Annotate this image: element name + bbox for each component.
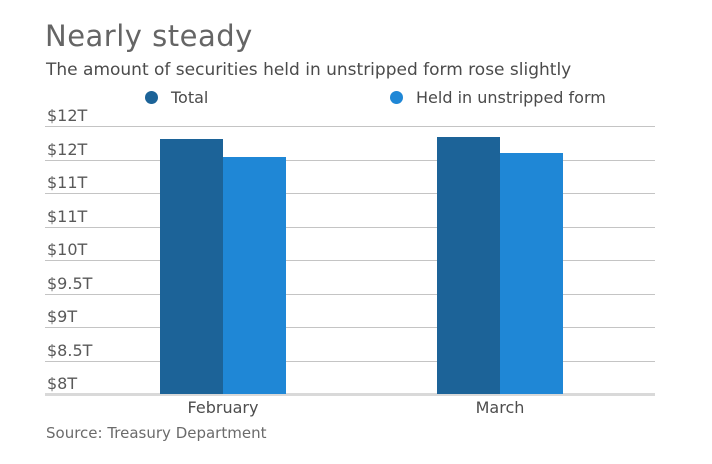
legend-marker-circle-icon bbox=[390, 90, 403, 104]
chart-title: Nearly steady bbox=[45, 19, 253, 53]
gridline bbox=[45, 327, 655, 328]
bar-held-in-unstripped-form-february[interactable] bbox=[223, 157, 286, 394]
legend-item-total[interactable]: Total bbox=[145, 87, 209, 107]
legend-item-held-in-unstripped-form[interactable]: Held in unstripped form bbox=[390, 87, 606, 107]
gridline bbox=[45, 160, 655, 161]
gridline bbox=[45, 227, 655, 228]
bar-total-february[interactable] bbox=[160, 139, 223, 394]
gridline bbox=[45, 294, 655, 295]
bar-total-march[interactable] bbox=[437, 137, 500, 394]
gridline bbox=[45, 260, 655, 261]
gridline bbox=[45, 126, 655, 127]
legend-label: Total bbox=[171, 87, 209, 107]
y-axis-tick-label: $9.5T bbox=[47, 274, 93, 293]
chart-legend: Total Held in unstripped form bbox=[0, 87, 712, 107]
y-axis-tick-label: $12T bbox=[47, 106, 88, 125]
x-axis-category-label: February bbox=[187, 398, 259, 417]
y-axis-tick-label: $8.5T bbox=[47, 341, 93, 360]
source-attribution: Source: Treasury Department bbox=[46, 424, 267, 442]
x-axis-line bbox=[45, 393, 655, 396]
y-axis-tick-label: $10T bbox=[47, 240, 88, 259]
x-axis-category-label: March bbox=[475, 398, 525, 417]
legend-label: Held in unstripped form bbox=[416, 87, 606, 107]
y-axis-tick-label: $11T bbox=[47, 207, 88, 226]
legend-marker-circle-icon bbox=[145, 90, 158, 104]
y-axis-tick-label: $9T bbox=[47, 307, 78, 326]
bar-held-in-unstripped-form-march[interactable] bbox=[500, 153, 563, 394]
y-axis-tick-label: $12T bbox=[47, 140, 88, 159]
gridline bbox=[45, 361, 655, 362]
gridline bbox=[45, 193, 655, 194]
y-axis-tick-label: $11T bbox=[47, 173, 88, 192]
chart-subtitle: The amount of securities held in unstrip… bbox=[46, 60, 572, 80]
y-axis-tick-label: $8T bbox=[47, 374, 78, 393]
